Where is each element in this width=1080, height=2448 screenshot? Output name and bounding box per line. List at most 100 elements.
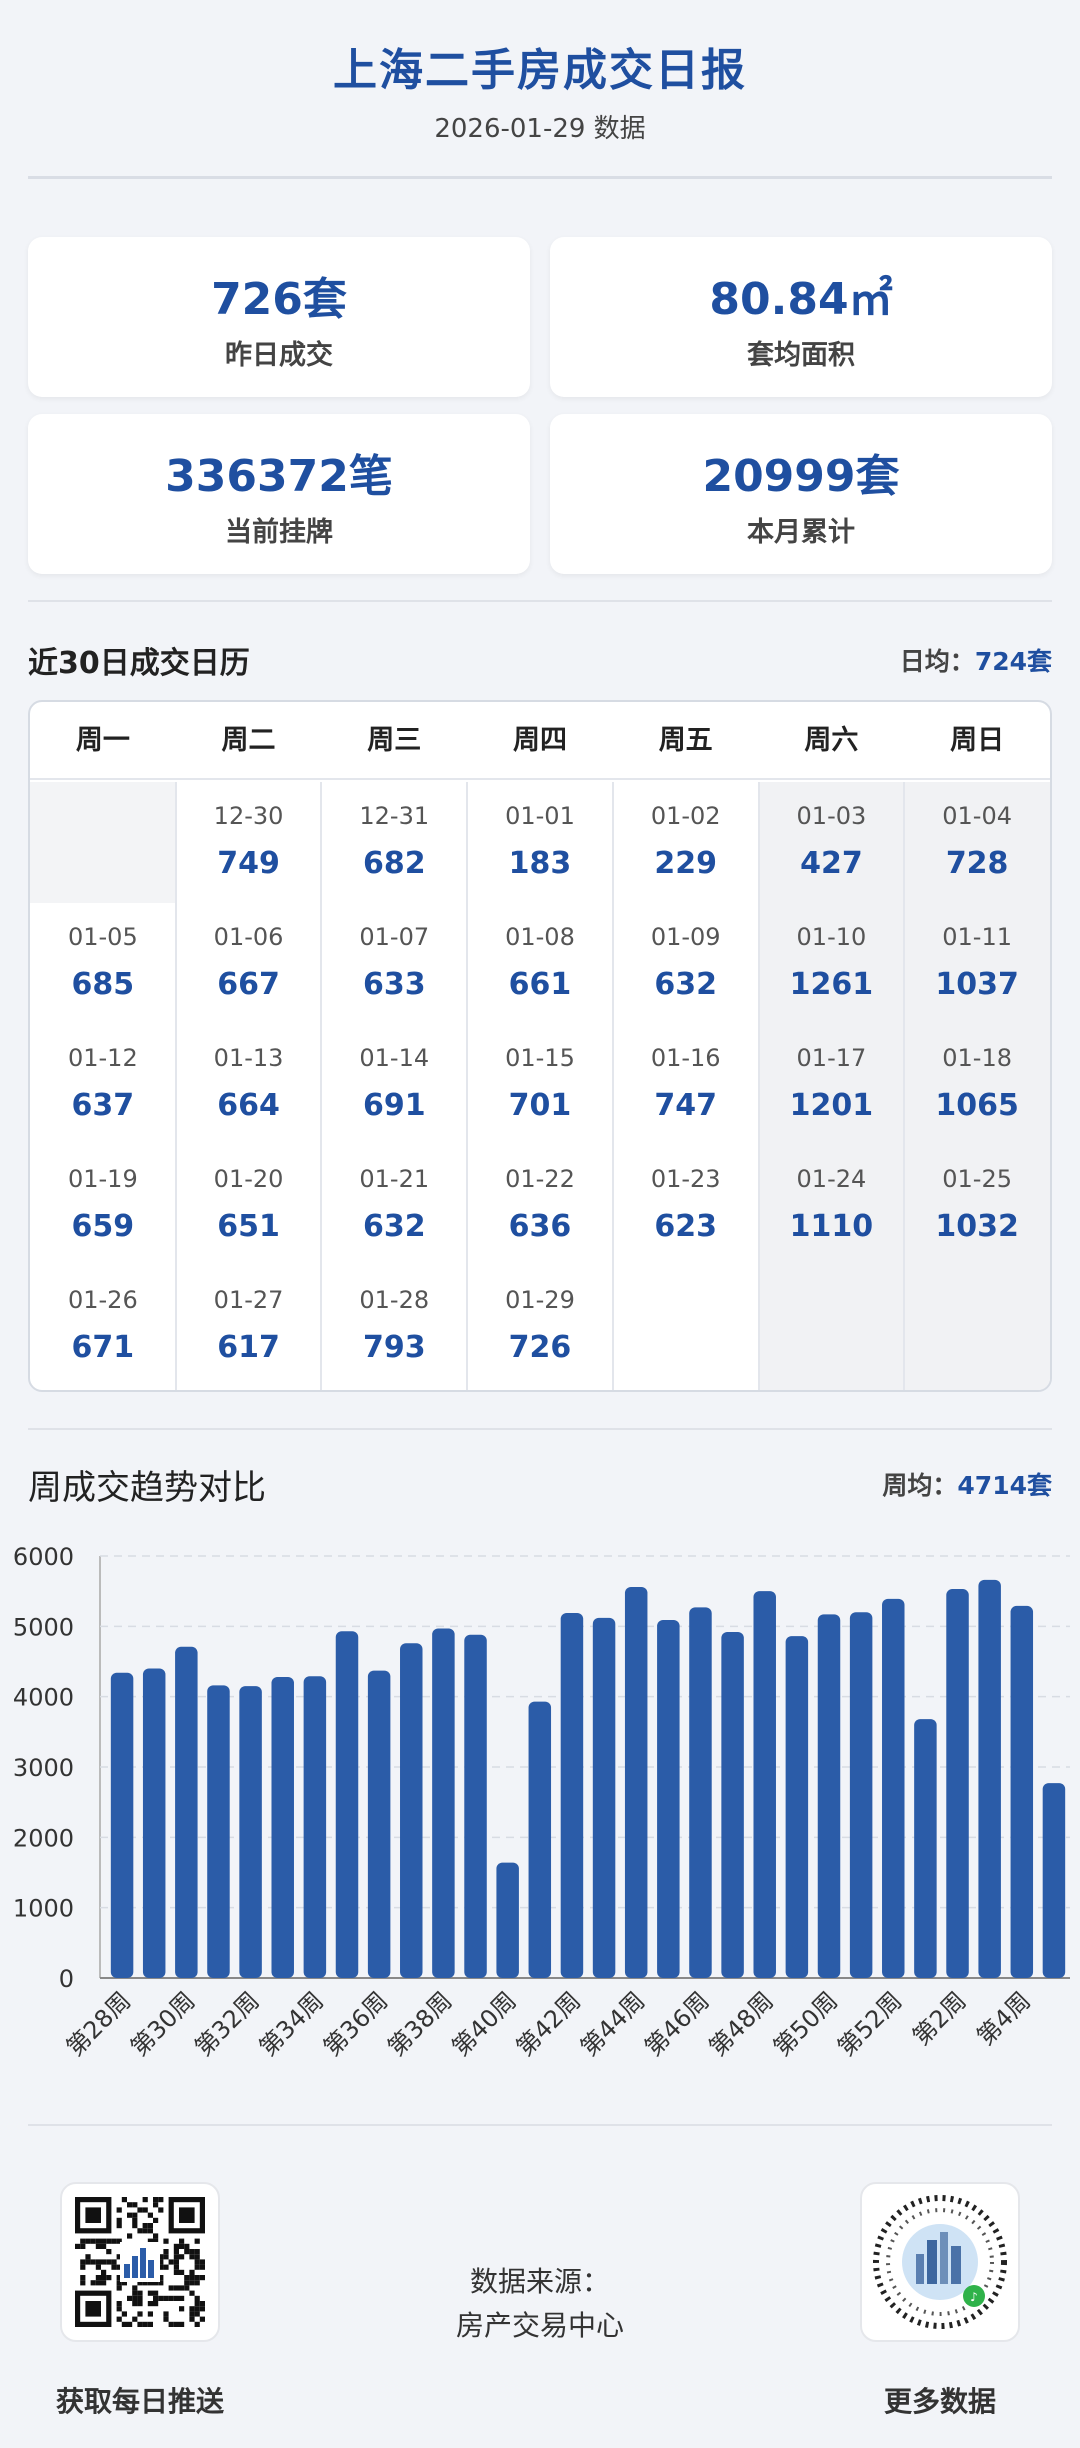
calendar-day-cell: 01-08 661 — [467, 903, 613, 1024]
calendar-day-cell: 01-24 1110 — [759, 1145, 905, 1266]
calendar-day-cell: 01-09 632 — [613, 903, 759, 1024]
stat-value: 726套 — [211, 274, 347, 325]
day-date: 01-15 — [505, 1044, 575, 1072]
stat-value: 336372笔 — [165, 451, 393, 502]
y-tick-label: 1000 — [13, 1895, 74, 1923]
day-date: 01-13 — [213, 1044, 284, 1072]
x-tick-label: 第52周 — [832, 1986, 907, 2061]
stat-value: 20999套 — [702, 451, 900, 502]
x-tick-label: 第44周 — [575, 1986, 650, 2061]
day-deal-count: 749 — [217, 846, 280, 881]
stat-value: 80.84㎡ — [709, 274, 893, 325]
bar — [367, 1670, 391, 1978]
day-deal-count: 623 — [654, 1209, 717, 1244]
bar — [753, 1591, 776, 1978]
calendar-day-cell: 01-18 1065 — [904, 1024, 1050, 1145]
calendar-column-divider — [174, 782, 177, 1390]
day-date: 01-09 — [650, 923, 721, 951]
bar — [207, 1685, 230, 1978]
day-deal-count: 664 — [217, 1088, 280, 1123]
weekday-label: 周四 — [512, 725, 567, 756]
calendar-day-cell: 01-20 651 — [176, 1145, 322, 1266]
calendar-day-cell: 01-10 1261 — [759, 903, 905, 1024]
calendar-column-divider — [611, 782, 614, 1390]
bar — [110, 1672, 134, 1978]
x-tick-label: 第40周 — [447, 1986, 522, 2061]
stat-card-yesterday-deals: 726套 昨日成交 — [28, 237, 530, 397]
page-footer: 数据来源： 房产交易中心 ♪ 获取每日推送 更多数据 — [0, 2130, 1080, 2448]
day-date: 01-20 — [213, 1165, 284, 1193]
x-tick-label: 第42周 — [511, 1986, 586, 2061]
calendar-day-cell: 01-15 701 — [467, 1024, 613, 1145]
bar — [689, 1607, 712, 1978]
day-deal-count: 632 — [362, 1209, 426, 1244]
x-tick-label: 第30周 — [125, 1986, 200, 2061]
day-date: 01-22 — [505, 1165, 575, 1193]
calendar-day-cell: 01-17 1201 — [759, 1024, 905, 1145]
day-deal-count: 726 — [508, 1330, 572, 1365]
day-date: 01-21 — [359, 1165, 430, 1193]
data-source-value: 房产交易中心 — [455, 2309, 624, 2342]
x-tick-label: 第32周 — [190, 1986, 265, 2061]
day-deal-count: 1110 — [789, 1209, 874, 1244]
daily-push-qr-code[interactable] — [60, 2182, 220, 2342]
stat-label: 本月累计 — [747, 517, 855, 548]
y-tick-label: 3000 — [13, 1754, 74, 1782]
y-tick-label: 4000 — [13, 1684, 74, 1712]
bar — [175, 1646, 198, 1978]
bar — [496, 1862, 519, 1978]
bar — [721, 1631, 744, 1978]
day-deal-count: 1032 — [935, 1209, 1019, 1244]
day-deal-count: 636 — [508, 1209, 572, 1244]
day-date: 01-06 — [213, 923, 284, 951]
bar — [624, 1586, 648, 1978]
day-deal-count: 427 — [800, 846, 863, 881]
qr-code-icon — [75, 2197, 205, 2327]
y-tick-label: 2000 — [13, 1824, 74, 1852]
weekday-label: 周三 — [367, 725, 422, 756]
calendar-day-cell: 12-30 749 — [176, 782, 322, 903]
day-deal-count: 651 — [217, 1209, 280, 1244]
weekly-trend-bar-chart: 0 1000 2000 3000 4000 5000 6000 第28周第30周第32周第34… — [13, 1543, 1070, 2062]
bar — [914, 1719, 937, 1978]
day-deal-count: 747 — [654, 1088, 717, 1123]
mini-program-code[interactable]: ♪ — [860, 2182, 1020, 2342]
day-date: 01-17 — [796, 1044, 867, 1072]
bar — [849, 1612, 873, 1978]
x-tick-label: 第2周 — [907, 1986, 972, 2051]
section-divider — [28, 1428, 1052, 1430]
weekend-column-shade — [758, 782, 905, 1390]
x-tick-label: 第28周 — [61, 1986, 136, 2061]
day-date: 12-30 — [213, 802, 284, 830]
bar — [303, 1676, 327, 1978]
x-tick-label: 第46周 — [639, 1986, 714, 2061]
page-subtitle: 2026-01-29 数据 — [434, 114, 646, 144]
x-tick-label: 第36周 — [318, 1986, 393, 2061]
weekday-label: 周一 — [75, 725, 130, 756]
calendar-column-divider — [903, 782, 906, 1390]
day-date: 01-08 — [505, 923, 575, 951]
day-deal-count: 659 — [71, 1209, 135, 1244]
day-date: 01-12 — [67, 1044, 138, 1072]
day-deal-count: 1037 — [935, 967, 1019, 1002]
x-tick-label: 第50周 — [768, 1986, 843, 2061]
calendar-day-cell: 01-01 183 — [467, 782, 613, 903]
bar — [335, 1631, 359, 1978]
day-deal-count: 637 — [71, 1088, 135, 1123]
day-deal-count: 793 — [362, 1330, 426, 1365]
bar — [239, 1686, 262, 1978]
day-deal-count: 1201 — [789, 1088, 874, 1123]
calendar-day-cell: 12-31 682 — [321, 782, 467, 903]
calendar-day-cell: 01-26 671 — [30, 1266, 176, 1387]
bar — [785, 1636, 809, 1978]
bar — [978, 1579, 1001, 1978]
day-deal-count: 633 — [362, 967, 426, 1002]
calendar-column-divider — [757, 782, 760, 1390]
data-source: 数据来源： 房产交易中心 — [380, 2260, 700, 2348]
bar — [1010, 1605, 1034, 1978]
day-date: 01-05 — [67, 923, 138, 951]
header-divider — [28, 176, 1052, 179]
day-date: 01-28 — [359, 1286, 430, 1314]
stat-label: 当前挂牌 — [225, 517, 333, 548]
more-data-caption: 更多数据 — [883, 2385, 996, 2418]
